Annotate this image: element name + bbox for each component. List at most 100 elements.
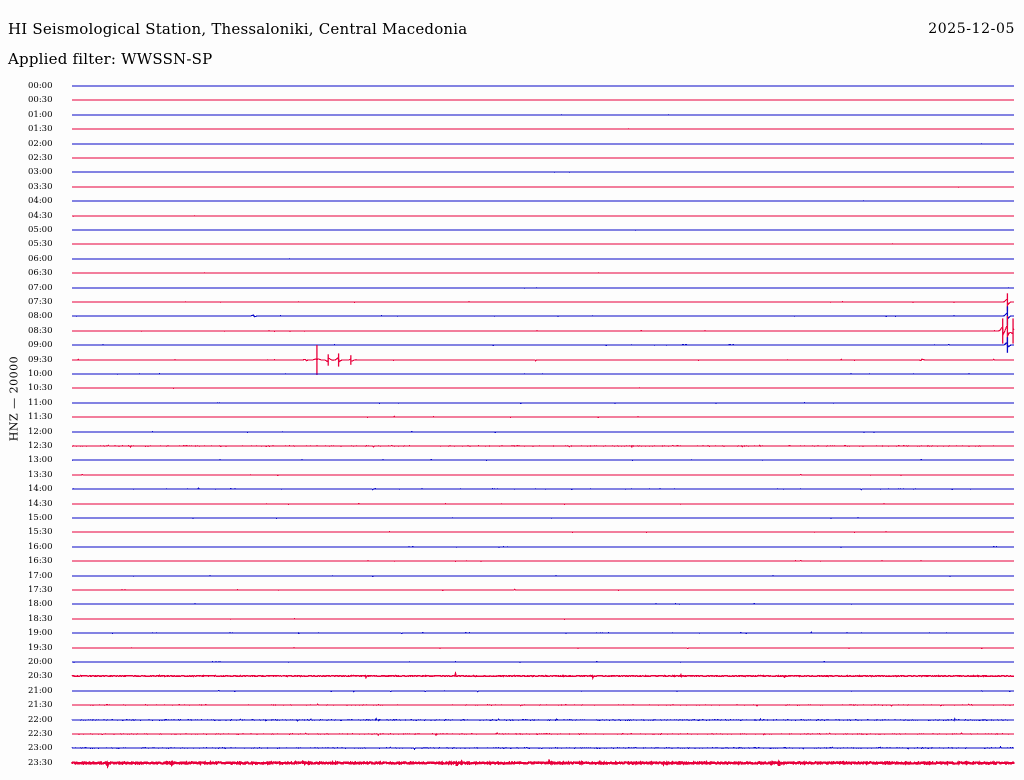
waveform-trace xyxy=(71,617,1015,620)
trace-row: 10:00 xyxy=(0,367,1024,381)
time-label: 09:30 xyxy=(28,354,53,365)
time-label: 08:00 xyxy=(28,311,53,322)
waveform-trace xyxy=(71,306,1015,326)
time-label: 16:30 xyxy=(28,556,53,567)
time-label: 10:30 xyxy=(28,383,53,394)
waveform-trace xyxy=(71,387,1015,390)
waveform-trace xyxy=(71,574,1015,577)
trace-row: 16:00 xyxy=(0,540,1024,554)
time-label: 14:30 xyxy=(28,498,53,509)
time-label: 14:00 xyxy=(28,484,53,495)
waveform-trace xyxy=(71,315,1015,346)
time-label: 01:30 xyxy=(28,124,53,135)
trace-row: 07:00 xyxy=(0,281,1024,295)
waveform-trace xyxy=(71,415,1014,419)
time-label: 09:00 xyxy=(28,340,53,351)
trace-row: 17:30 xyxy=(0,583,1024,597)
time-label: 18:00 xyxy=(28,599,53,610)
time-label: 06:30 xyxy=(28,268,53,279)
waveform-trace xyxy=(71,113,1015,116)
waveform-trace xyxy=(71,142,1014,145)
trace-row: 18:00 xyxy=(0,597,1024,611)
waveform-trace xyxy=(71,746,1015,751)
time-label: 06:00 xyxy=(28,253,53,264)
time-label: 21:30 xyxy=(28,700,53,711)
waveform-trace xyxy=(71,272,1015,274)
time-label: 03:30 xyxy=(28,181,53,192)
time-label: 00:00 xyxy=(28,81,53,91)
time-label: 11:30 xyxy=(28,412,53,423)
waveform-trace xyxy=(71,337,1015,353)
waveform-trace xyxy=(71,560,1015,563)
waveform-trace xyxy=(71,401,1015,404)
trace-row: 23:30 xyxy=(0,756,1024,770)
waveform-trace xyxy=(71,758,1015,769)
trace-row: 17:00 xyxy=(0,569,1024,583)
trace-row: 19:30 xyxy=(0,641,1024,655)
trace-row: 15:30 xyxy=(0,525,1024,539)
waveform-trace xyxy=(71,444,1015,449)
time-label: 23:00 xyxy=(28,743,53,754)
trace-row: 06:30 xyxy=(0,266,1024,280)
waveform-trace xyxy=(71,603,1015,606)
time-label: 00:30 xyxy=(28,95,53,106)
trace-row: 07:30 xyxy=(0,293,1024,311)
waveform-trace xyxy=(71,293,1015,311)
time-label: 22:00 xyxy=(28,714,53,725)
waveform-trace xyxy=(71,344,1015,375)
waveform-trace xyxy=(71,502,1015,505)
waveform-trace xyxy=(71,459,1015,462)
time-label: 04:30 xyxy=(28,210,53,221)
trace-row: 22:00 xyxy=(0,713,1024,727)
time-label: 23:30 xyxy=(28,757,53,768)
time-label: 12:30 xyxy=(28,441,53,451)
trace-row: 23:00 xyxy=(0,741,1024,755)
waveform-trace xyxy=(71,157,1015,159)
time-label: 20:00 xyxy=(28,657,53,667)
trace-row: 16:30 xyxy=(0,554,1024,568)
trace-row: 14:00 xyxy=(0,482,1024,496)
waveform-trace xyxy=(71,214,1015,217)
time-label: 18:30 xyxy=(28,613,53,624)
time-label: 19:00 xyxy=(28,628,53,639)
waveform-trace xyxy=(71,372,1015,375)
trace-row: 02:00 xyxy=(0,137,1024,151)
time-label: 12:00 xyxy=(28,426,53,437)
waveform-trace xyxy=(71,732,1015,737)
trace-row: 12:00 xyxy=(0,425,1024,439)
time-label: 13:30 xyxy=(28,469,53,480)
trace-row: 01:30 xyxy=(0,122,1024,136)
trace-row: 21:30 xyxy=(0,698,1024,712)
waveform-trace xyxy=(71,646,1015,649)
waveform-trace xyxy=(71,286,1015,289)
waveform-trace xyxy=(71,531,1015,534)
waveform-trace xyxy=(71,588,1015,592)
time-label: 20:30 xyxy=(28,671,53,682)
applied-filter-label: Applied filter: WWSSN-SP xyxy=(8,50,213,68)
trace-row: 19:00 xyxy=(0,626,1024,640)
time-label: 04:00 xyxy=(28,196,53,207)
waveform-trace xyxy=(71,200,1015,202)
trace-row: 18:30 xyxy=(0,612,1024,626)
time-label: 16:00 xyxy=(28,541,53,552)
time-label: 02:00 xyxy=(28,138,53,149)
trace-row: 00:00 xyxy=(0,79,1024,93)
trace-row: 00:30 xyxy=(0,93,1024,107)
waveform-trace xyxy=(71,631,1015,635)
trace-row: 09:30 xyxy=(0,344,1024,375)
trace-row: 04:00 xyxy=(0,194,1024,208)
trace-row: 20:00 xyxy=(0,655,1024,669)
time-label: 07:30 xyxy=(28,297,53,307)
time-label: 01:00 xyxy=(28,109,53,120)
waveform-trace xyxy=(71,716,1015,722)
time-label: 15:30 xyxy=(28,527,53,538)
time-label: 21:00 xyxy=(28,685,53,696)
time-label: 05:00 xyxy=(28,225,53,235)
time-label: 13:00 xyxy=(28,455,53,466)
time-label: 08:30 xyxy=(28,325,53,336)
waveform-trace xyxy=(71,473,1015,477)
waveform-trace xyxy=(71,689,1015,693)
trace-row: 09:00 xyxy=(0,337,1024,353)
waveform-trace xyxy=(71,660,1015,664)
time-label: 07:00 xyxy=(28,282,53,293)
